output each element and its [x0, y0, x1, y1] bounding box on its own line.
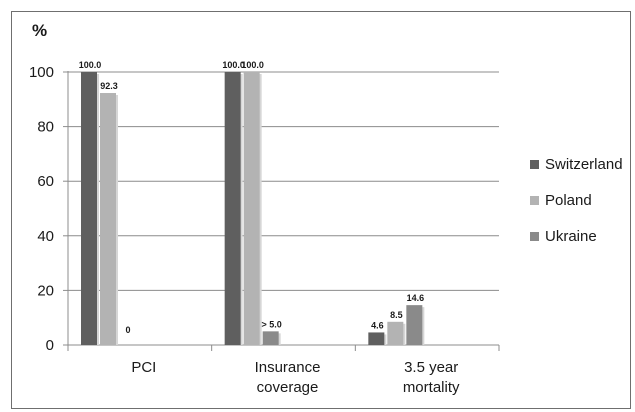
y-tick-label: 0 — [46, 337, 54, 354]
data-label: 92.3 — [100, 81, 118, 91]
y-tick-label: 40 — [37, 228, 54, 245]
legend-label-switzerland: Switzerland — [545, 156, 623, 173]
bar-ukraine — [262, 331, 279, 345]
y-tick-label: 60 — [37, 173, 54, 190]
legend-label-ukraine: Ukraine — [545, 228, 597, 245]
data-label: 100.0 — [79, 60, 102, 70]
bar-switzerland — [81, 72, 97, 345]
x-category-label: 3.5 year mortality — [403, 359, 460, 396]
y-tick-label: 100 — [29, 64, 54, 81]
legend-label-poland: Poland — [545, 192, 592, 209]
legend-swatch-ukraine — [530, 232, 539, 241]
y-tick-label: 80 — [37, 119, 54, 136]
chart-frame: 0 20 40 60 80 100 PCI Insurance coverage 3.5 year… — [11, 11, 631, 409]
legend-swatch-poland — [530, 196, 539, 205]
legend-swatch-switzerland — [530, 160, 539, 169]
x-category-label: Insurance coverage — [255, 359, 321, 396]
y-tick-label: 20 — [37, 282, 54, 299]
data-label: 100.0 — [222, 60, 245, 70]
data-label: 0 — [125, 325, 130, 335]
bar-switzerland — [368, 332, 385, 345]
data-label: 14.6 — [407, 293, 425, 303]
data-label: > 5.0 — [262, 319, 282, 329]
bar-poland — [100, 93, 116, 346]
bar-ukraine — [406, 305, 423, 345]
bar-switzerland — [224, 72, 241, 345]
data-label: 100.0 — [241, 60, 264, 70]
bar-chart: 0 20 40 60 80 100 PCI Insurance coverage 3.5 year… — [29, 21, 623, 396]
bar-poland — [387, 321, 404, 345]
bar-poland — [243, 72, 260, 345]
data-label: 8.5 — [390, 310, 403, 320]
x-category-label: PCI — [131, 359, 156, 376]
data-label: 4.6 — [371, 320, 384, 330]
y-axis-unit-label: % — [32, 21, 47, 40]
